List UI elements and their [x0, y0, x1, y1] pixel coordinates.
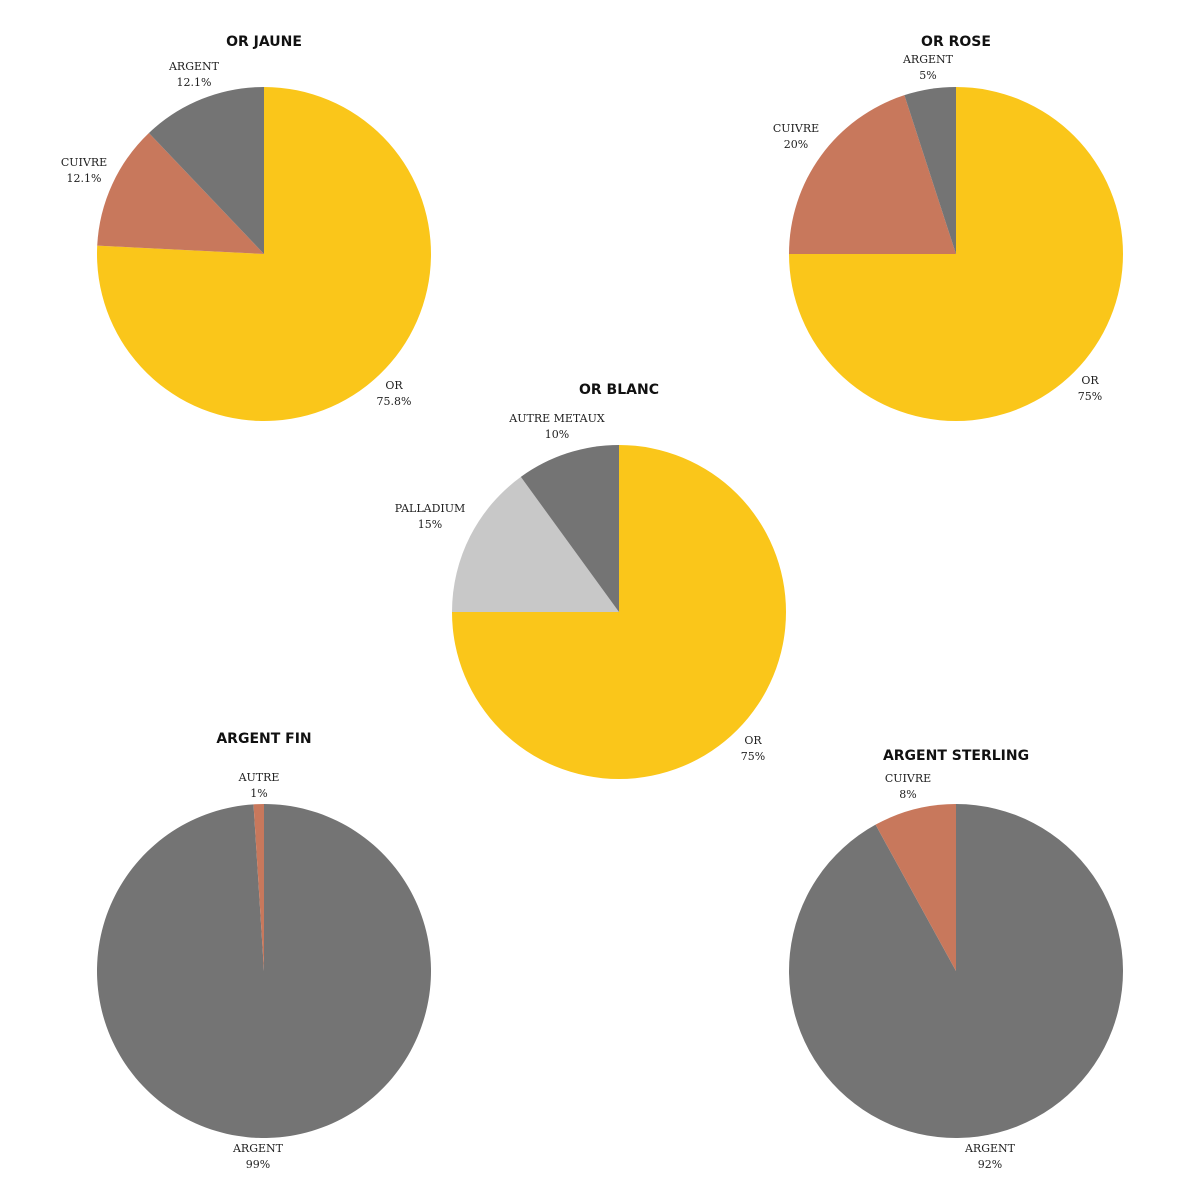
- argent-fin-value-argent: 99%: [246, 1158, 270, 1171]
- argent-fin-slice-argent: [97, 803, 432, 1138]
- argent-sterling-label-cuivre: CUIVRE: [885, 772, 931, 785]
- or-jaune-slice-cuivre: [97, 132, 265, 254]
- or-rose-pie-chart: OR ROSE OR 75% CUIVRE 20% ARGENT 5%: [773, 34, 1123, 421]
- or-blanc-value-autre-metaux: 10%: [545, 428, 569, 441]
- or-rose-label-argent: ARGENT: [902, 53, 954, 66]
- or-blanc-pie-chart: OR BLANC OR 75% PALLADIUM 15% AUTRE METAUX 10%: [395, 382, 786, 779]
- or-blanc-value-palladium: 15%: [418, 518, 442, 531]
- argent-fin-label-autre: AUTRE: [238, 771, 280, 784]
- or-rose-label-or: OR: [1081, 374, 1099, 387]
- or-jaune-slice-argent: [148, 87, 264, 254]
- or-jaune-label-argent: ARGENT: [168, 60, 220, 73]
- or-rose-value-or: 75%: [1078, 390, 1102, 403]
- argent-sterling-label-argent: ARGENT: [964, 1142, 1016, 1155]
- or-rose-slice-argent: [904, 87, 956, 254]
- or-jaune-label-cuivre: CUIVRE: [61, 156, 107, 169]
- or-jaune-value-or: 75.8%: [377, 395, 412, 408]
- argent-sterling-value-argent: 92%: [978, 1158, 1002, 1171]
- or-rose-value-argent: 5%: [919, 69, 936, 82]
- argent-fin-value-autre: 1%: [250, 787, 267, 800]
- or-blanc-chart-title: OR BLANC: [579, 382, 659, 398]
- or-rose-label-cuivre: CUIVRE: [773, 122, 819, 135]
- argent-fin-pie-chart: ARGENT FIN ARGENT 99% AUTRE 1%: [97, 731, 432, 1171]
- argent-fin-slice-autre: [253, 804, 264, 971]
- or-rose-chart-title: OR ROSE: [921, 34, 991, 50]
- or-jaune-pie-chart: OR JAUNE OR 75.8% CUIVRE 12.1% ARGENT 12.1%: [61, 34, 431, 421]
- argent-fin-label-argent: ARGENT: [232, 1142, 284, 1155]
- or-blanc-slice-autre-metaux: [520, 445, 619, 612]
- argent-sterling-slice-cuivre: [875, 804, 956, 971]
- argent-sterling-pie-chart: ARGENT STERLING ARGENT 92% CUIVRE 8%: [789, 748, 1124, 1171]
- argent-sterling-chart-title: ARGENT STERLING: [883, 748, 1029, 764]
- or-jaune-value-argent: 12.1%: [177, 76, 212, 89]
- or-jaune-chart-title: OR JAUNE: [226, 34, 302, 50]
- or-blanc-value-or: 75%: [741, 750, 765, 763]
- argent-sterling-slice-argent: [789, 804, 1124, 1138]
- argent-fin-chart-title: ARGENT FIN: [216, 731, 311, 747]
- or-rose-slice-cuivre: [789, 95, 956, 254]
- or-jaune-value-cuivre: 12.1%: [67, 172, 102, 185]
- or-jaune-slice-or: [96, 87, 431, 421]
- or-blanc-label-palladium: PALLADIUM: [395, 502, 466, 515]
- or-blanc-label-or: OR: [744, 734, 762, 747]
- or-rose-value-cuivre: 20%: [784, 138, 808, 151]
- or-blanc-slice-palladium: [452, 476, 619, 612]
- or-blanc-label-autre-metaux: AUTRE METAUX: [508, 412, 605, 425]
- or-jaune-label-or: OR: [385, 379, 403, 392]
- argent-sterling-value-cuivre: 8%: [899, 788, 916, 801]
